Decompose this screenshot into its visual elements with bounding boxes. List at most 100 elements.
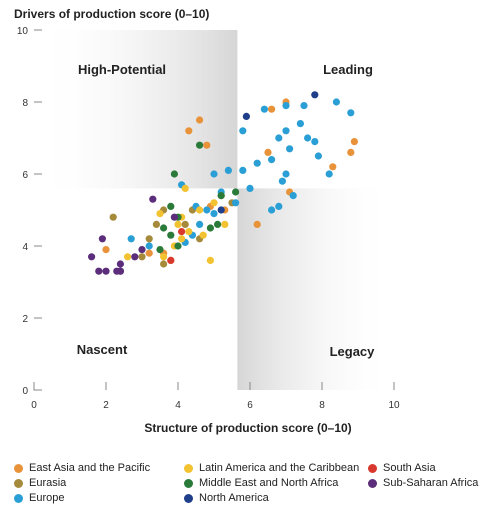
data-point xyxy=(275,202,283,210)
data-point xyxy=(311,91,319,99)
legend: East Asia and the Pacific Eurasia Europe La… xyxy=(14,462,490,510)
data-point xyxy=(242,112,250,120)
data-point xyxy=(102,267,110,275)
data-point xyxy=(102,246,110,254)
data-point xyxy=(332,98,340,106)
data-point xyxy=(196,141,204,149)
data-point xyxy=(181,220,189,228)
data-point xyxy=(221,220,229,228)
data-point xyxy=(178,228,186,236)
legend-label: Eurasia xyxy=(29,477,67,489)
data-point xyxy=(131,253,139,261)
legacy-quadrant-shade xyxy=(237,188,394,390)
data-point xyxy=(199,231,207,239)
legend-label: Middle East and North Africa xyxy=(199,477,339,489)
legend-item: Middle East and North Africa xyxy=(184,477,338,489)
scatter-chart: Drivers of production score (0–10) Struc… xyxy=(14,7,400,435)
legend-swatch xyxy=(14,463,23,473)
data-point xyxy=(138,246,146,254)
y-tick-label: 6 xyxy=(22,170,28,181)
data-point xyxy=(260,105,268,113)
data-point xyxy=(178,235,186,243)
legend-label: North America xyxy=(199,492,269,504)
x-tick-label: 8 xyxy=(319,400,325,411)
y-tick-label: 8 xyxy=(22,98,28,109)
data-point xyxy=(116,260,124,268)
legend-item: Latin America and the Caribbean xyxy=(184,462,359,474)
legend-item: Eurasia xyxy=(14,477,66,489)
data-point xyxy=(124,253,132,261)
data-point xyxy=(210,170,218,178)
data-point xyxy=(239,127,247,135)
data-point xyxy=(304,134,312,142)
data-point xyxy=(174,242,182,250)
data-point xyxy=(217,206,225,214)
data-point xyxy=(268,206,276,214)
x-tick-label: 4 xyxy=(175,400,181,411)
data-point xyxy=(167,231,175,239)
y-tick-label: 0 xyxy=(22,386,28,397)
high-potential-quadrant-shade xyxy=(34,30,238,189)
x-tick-label: 0 xyxy=(31,400,37,411)
data-point xyxy=(196,206,204,214)
data-point xyxy=(282,127,290,135)
legend-swatch xyxy=(184,478,193,488)
data-point xyxy=(185,228,193,236)
data-point xyxy=(145,249,153,257)
data-point xyxy=(275,134,283,142)
data-point xyxy=(296,120,304,128)
quadrant-label-nascent: Nascent xyxy=(77,342,128,357)
legend-swatch xyxy=(14,478,23,488)
data-point xyxy=(181,184,189,192)
data-point xyxy=(232,188,240,196)
data-point xyxy=(210,210,218,218)
legend-swatch xyxy=(184,463,193,473)
data-point xyxy=(156,246,164,254)
data-point xyxy=(98,235,106,243)
quadrant-label-high-potential: High-Potential xyxy=(78,62,166,77)
data-point xyxy=(217,192,225,200)
legend-swatch xyxy=(14,493,23,503)
data-point xyxy=(203,206,211,214)
data-point xyxy=(109,213,117,221)
data-point xyxy=(246,184,254,192)
data-point xyxy=(127,235,135,243)
data-point xyxy=(224,166,232,174)
data-point xyxy=(347,148,355,156)
legend-item: Sub-Saharan Africa xyxy=(368,477,478,489)
data-point xyxy=(289,192,297,200)
data-point xyxy=(160,224,168,232)
x-tick-label: 10 xyxy=(388,400,400,411)
data-point xyxy=(282,102,290,110)
data-point xyxy=(282,170,290,178)
data-point xyxy=(314,152,322,160)
data-point xyxy=(350,138,358,146)
quadrant-label-legacy: Legacy xyxy=(330,344,376,359)
data-point xyxy=(170,213,178,221)
legend-swatch xyxy=(368,463,377,473)
x-tick-label: 6 xyxy=(247,400,253,411)
quadrant-label-leading: Leading xyxy=(323,62,373,77)
data-point xyxy=(145,242,153,250)
data-point xyxy=(325,170,333,178)
legend-item: North America xyxy=(184,492,269,504)
data-point xyxy=(145,235,153,243)
x-tick-label: 2 xyxy=(103,400,109,411)
data-point xyxy=(185,127,193,135)
data-point xyxy=(210,199,218,207)
data-point xyxy=(149,195,157,203)
data-point xyxy=(206,256,214,264)
legend-label: Latin America and the Caribbean xyxy=(199,462,360,474)
data-point xyxy=(160,253,168,261)
legend-item: Europe xyxy=(14,492,64,504)
data-point xyxy=(268,105,276,113)
data-point xyxy=(239,166,247,174)
x-axis-title: Structure of production score (0–10) xyxy=(144,421,351,435)
legend-label: Sub-Saharan Africa xyxy=(383,477,479,489)
y-tick-label: 4 xyxy=(22,242,28,253)
data-point xyxy=(174,220,182,228)
data-point xyxy=(268,156,276,164)
data-point xyxy=(167,202,175,210)
legend-label: Europe xyxy=(29,492,65,504)
data-point xyxy=(206,224,214,232)
